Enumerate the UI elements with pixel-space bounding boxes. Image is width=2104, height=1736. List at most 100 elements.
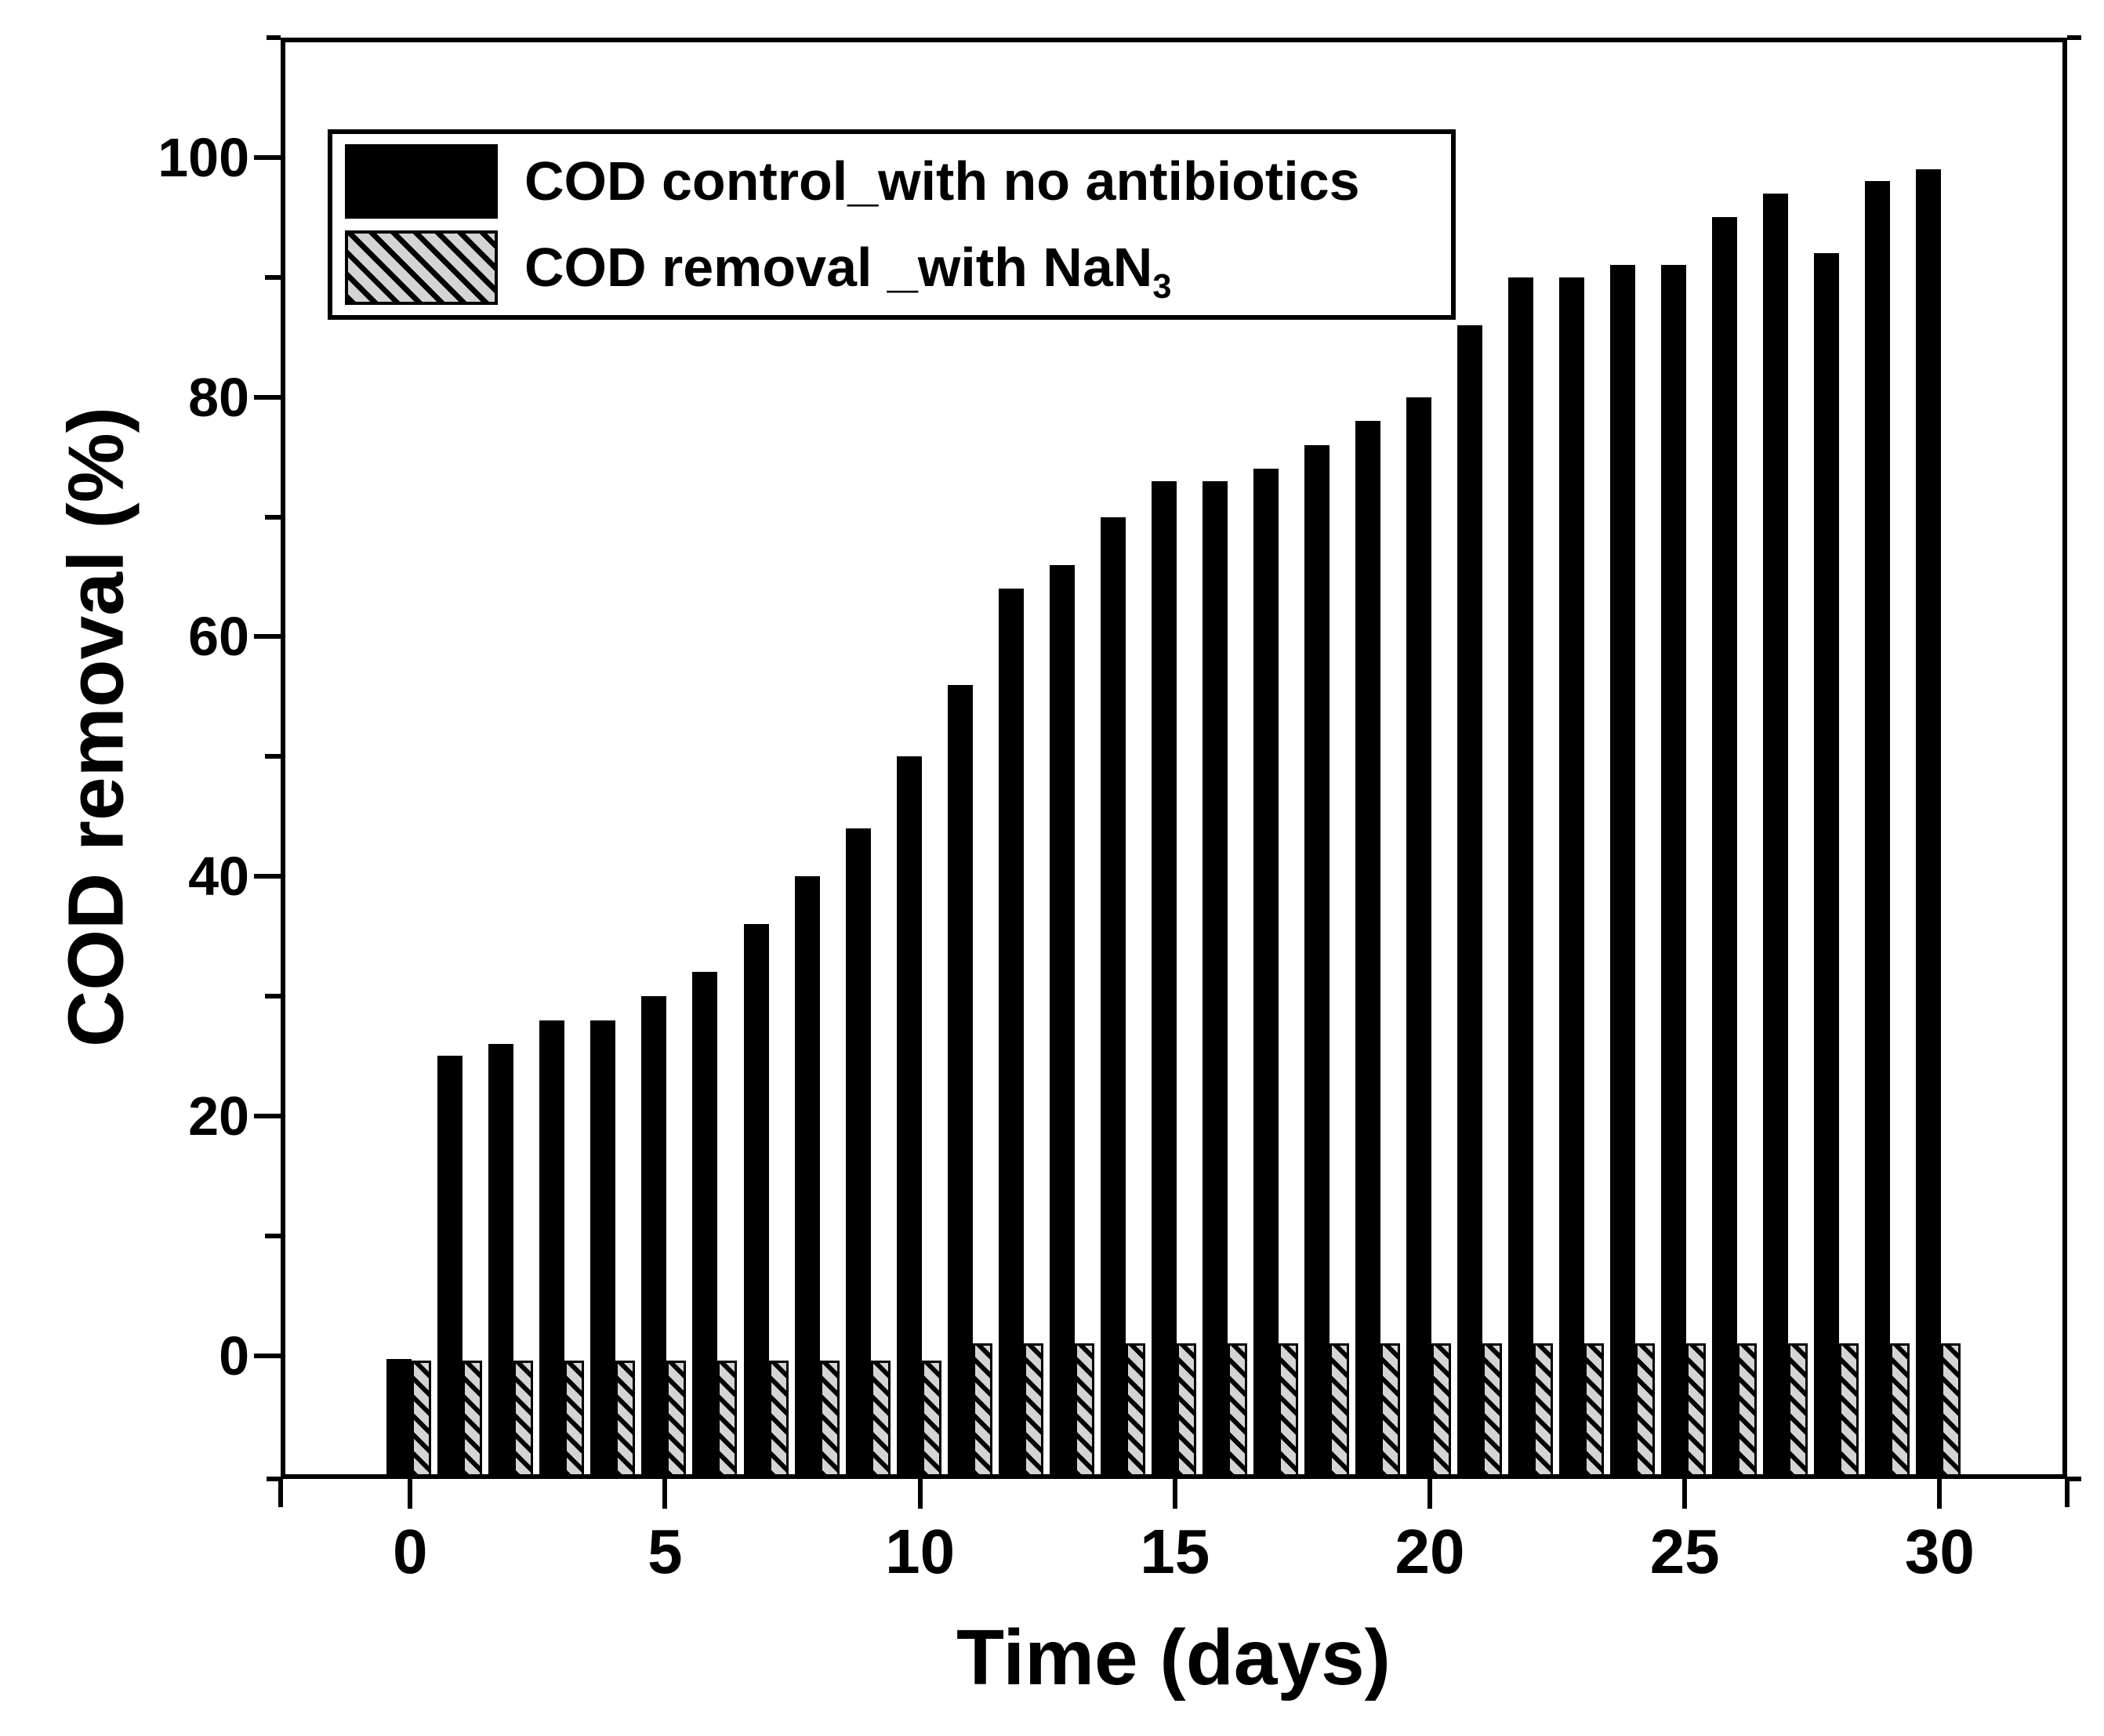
bar-control-day-27	[1763, 193, 1789, 1479]
plot-area	[281, 38, 2067, 1479]
bar-nan3-day-11	[972, 1343, 992, 1479]
bar-control-day-13	[1049, 564, 1075, 1479]
x-major-tick-0	[408, 1479, 413, 1509]
bar-control-day-25	[1661, 265, 1687, 1479]
bar-nan3-day-4	[615, 1360, 636, 1479]
y-tick-label-40: 40	[188, 846, 249, 908]
bar-nan3-day-22	[1533, 1343, 1554, 1479]
bar-nan3-day-12	[1023, 1343, 1043, 1479]
axis-overhang-bottom-left	[267, 1477, 281, 1481]
bar-control-day-20	[1406, 397, 1431, 1479]
bar-control-day-0	[386, 1359, 412, 1479]
x-tick-label-0: 0	[392, 1517, 428, 1586]
y-tick-label-100: 100	[158, 126, 249, 188]
bar-nan3-day-20	[1431, 1343, 1451, 1479]
bar-control-day-21	[1457, 324, 1482, 1479]
y-minor-tick-30	[265, 993, 281, 998]
x-axis-title: Time (days)	[956, 1614, 1391, 1702]
legend-entry-control: COD control_with no antibiotics	[345, 143, 1438, 221]
y-major-tick-20	[254, 1113, 281, 1118]
bar-control-day-10	[896, 756, 922, 1479]
bar-control-day-5	[641, 995, 667, 1479]
y-minor-tick-50	[265, 754, 281, 759]
x-major-tick-30	[1937, 1479, 1943, 1509]
x-major-tick-20	[1427, 1479, 1432, 1509]
y-minor-tick-70	[265, 514, 281, 520]
legend: COD control_with no antibiotics COD remo…	[328, 129, 1456, 320]
bar-nan3-day-14	[1125, 1343, 1145, 1479]
bar-nan3-day-19	[1380, 1343, 1400, 1479]
x-end-tick-left	[278, 1479, 283, 1507]
bar-nan3-day-17	[1278, 1343, 1298, 1479]
bar-nan3-day-5	[666, 1360, 687, 1479]
bar-nan3-day-7	[768, 1360, 789, 1479]
bar-nan3-day-30	[1941, 1343, 1961, 1479]
bar-nan3-day-0	[412, 1360, 432, 1479]
bar-control-day-30	[1916, 169, 1942, 1479]
x-tick-label-20: 20	[1395, 1517, 1465, 1586]
bar-control-day-4	[590, 1020, 616, 1479]
bar-control-day-26	[1712, 217, 1738, 1479]
bar-control-day-18	[1304, 444, 1330, 1479]
legend-entry-nan3: COD removal _with NaN3	[345, 229, 1438, 307]
y-tick-label-60: 60	[188, 606, 249, 668]
y-minor-tick-10	[265, 1233, 281, 1238]
y-major-tick-80	[254, 394, 281, 400]
bar-nan3-day-1	[463, 1360, 483, 1479]
bar-nan3-day-8	[819, 1360, 840, 1479]
bar-nan3-day-13	[1074, 1343, 1094, 1479]
y-major-tick-40	[254, 874, 281, 879]
legend-swatch-solid	[345, 144, 498, 219]
bar-nan3-day-18	[1329, 1343, 1349, 1479]
x-tick-label-25: 25	[1649, 1517, 1720, 1586]
x-major-tick-5	[662, 1479, 668, 1509]
bar-nan3-day-9	[870, 1360, 891, 1479]
bar-control-day-12	[998, 589, 1024, 1479]
bar-control-day-9	[845, 828, 871, 1479]
legend-swatch-hatched	[345, 230, 498, 305]
bar-nan3-day-16	[1227, 1343, 1247, 1479]
y-axis-title: COD removal (%)	[52, 407, 140, 1047]
x-end-tick-right	[2065, 1479, 2070, 1507]
bar-control-day-17	[1253, 469, 1279, 1479]
x-tick-label-15: 15	[1140, 1517, 1210, 1586]
bar-nan3-day-3	[564, 1360, 585, 1479]
axis-overhang-top-left	[267, 35, 281, 40]
bar-control-day-11	[947, 684, 973, 1479]
bar-control-day-7	[743, 924, 769, 1479]
bar-nan3-day-27	[1788, 1343, 1808, 1479]
bar-control-day-19	[1355, 421, 1380, 1479]
x-tick-label-5: 5	[648, 1517, 683, 1586]
x-major-tick-10	[917, 1479, 923, 1509]
bar-nan3-day-26	[1737, 1343, 1758, 1479]
bar-control-day-22	[1508, 277, 1534, 1479]
bar-control-day-16	[1202, 480, 1228, 1479]
bar-nan3-day-25	[1686, 1343, 1707, 1479]
axis-overhang-bottom-right	[2067, 1477, 2081, 1481]
y-major-tick-60	[254, 634, 281, 640]
bar-nan3-day-15	[1176, 1343, 1196, 1479]
x-major-tick-15	[1172, 1479, 1177, 1509]
bar-control-day-14	[1100, 516, 1126, 1479]
bar-nan3-day-2	[513, 1360, 534, 1479]
bar-control-day-23	[1559, 277, 1585, 1479]
bar-control-day-24	[1610, 265, 1636, 1479]
bar-nan3-day-29	[1890, 1343, 1910, 1479]
x-tick-label-30: 30	[1904, 1517, 1975, 1586]
bar-nan3-day-21	[1482, 1343, 1502, 1479]
y-major-tick-100	[254, 154, 281, 160]
bar-control-day-3	[539, 1020, 565, 1479]
legend-label-control: COD control_with no antibiotics	[524, 150, 1360, 212]
y-tick-label-20: 20	[188, 1085, 249, 1147]
bar-control-day-1	[437, 1056, 463, 1479]
bar-nan3-day-6	[717, 1360, 738, 1479]
bar-nan3-day-23	[1584, 1343, 1605, 1479]
bar-control-day-28	[1814, 253, 1840, 1479]
bar-nan3-day-28	[1839, 1343, 1859, 1479]
bar-nan3-day-10	[921, 1360, 941, 1479]
axis-overhang-top-right	[2067, 35, 2081, 40]
y-minor-tick-90	[265, 274, 281, 280]
bar-control-day-2	[488, 1044, 514, 1479]
legend-label-nan3: COD removal _with NaN3	[524, 237, 1172, 306]
